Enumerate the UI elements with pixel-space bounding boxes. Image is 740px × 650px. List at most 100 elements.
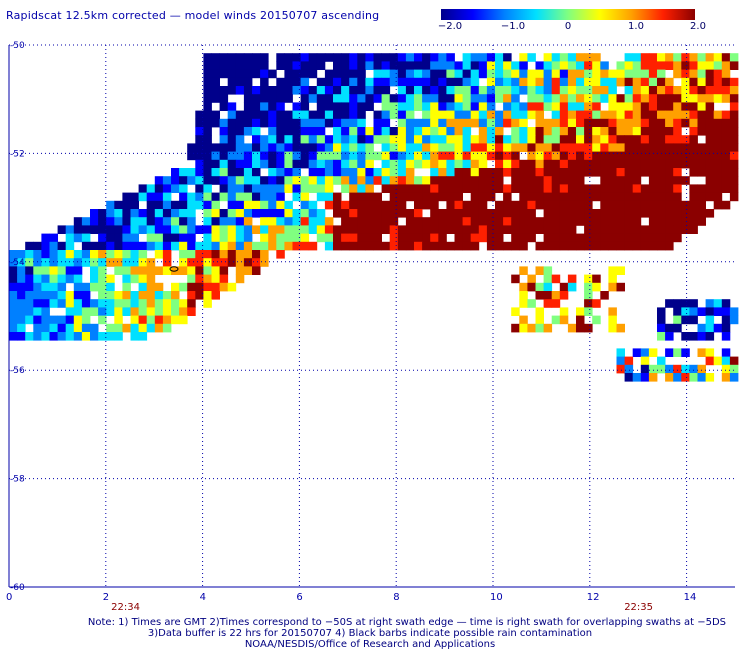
wind-difference-cell [187, 258, 196, 267]
wind-difference-cell [729, 159, 739, 169]
wind-difference-cell [57, 323, 67, 333]
wind-difference-cell [600, 241, 609, 251]
wind-difference-cell [559, 94, 569, 103]
wind-difference-cell [179, 200, 188, 210]
wind-difference-cell [689, 225, 698, 234]
wind-difference-cell [98, 332, 107, 341]
wind-difference-cell [535, 176, 544, 185]
wind-difference-cell [681, 299, 690, 308]
wind-difference-cell [486, 168, 496, 177]
wind-difference-cell [543, 176, 553, 185]
wind-difference-cell [292, 225, 301, 234]
wind-difference-cell [308, 241, 318, 251]
wind-difference-cell [373, 118, 382, 128]
wind-difference-cell [203, 127, 212, 136]
wind-difference-cell [584, 102, 593, 111]
wind-difference-cell [592, 274, 601, 284]
wind-difference-cell [438, 168, 447, 177]
wind-difference-cell [454, 143, 463, 152]
wind-difference-cell [470, 53, 480, 62]
wind-difference-cell [308, 184, 318, 193]
wind-difference-cell [713, 168, 723, 177]
wind-difference-cell [681, 143, 690, 152]
wind-difference-cell [227, 241, 237, 251]
wind-difference-cell [33, 307, 42, 316]
wind-difference-cell [519, 143, 528, 152]
wind-difference-cell [689, 69, 698, 79]
wind-difference-cell [486, 127, 496, 136]
wind-difference-cell [357, 159, 366, 169]
wind-difference-cell [462, 200, 472, 210]
wind-difference-cell [713, 307, 723, 316]
wind-difference-cell [405, 69, 415, 79]
wind-difference-cell [57, 282, 67, 292]
wind-difference-cell [511, 77, 520, 87]
wind-difference-cell [430, 192, 439, 202]
wind-difference-cell [608, 225, 617, 234]
wind-difference-cell [33, 282, 42, 292]
wind-difference-cell [25, 266, 34, 275]
wind-difference-cell [57, 315, 67, 325]
wind-difference-cell [616, 282, 625, 292]
wind-difference-cell [495, 53, 504, 62]
wind-difference-cell [430, 168, 439, 177]
wind-difference-cell [341, 127, 350, 136]
wind-difference-cell [324, 176, 334, 185]
wind-difference-cell [592, 151, 601, 161]
wind-difference-cell [235, 168, 245, 177]
wind-difference-cell [316, 168, 326, 177]
wind-difference-cell [462, 168, 472, 177]
wind-difference-cell [203, 94, 212, 103]
wind-difference-cell [243, 250, 253, 259]
wind-difference-cell [292, 241, 301, 251]
wind-difference-cell [624, 176, 634, 185]
wind-difference-cell [697, 192, 706, 202]
wind-difference-cell [624, 200, 634, 210]
wind-difference-cell [98, 266, 107, 275]
wind-difference-cell [648, 102, 658, 111]
wind-difference-cell [446, 192, 455, 202]
wind-difference-cell [333, 86, 342, 95]
wind-difference-cell [260, 241, 269, 251]
wind-difference-cell [268, 176, 277, 185]
wind-difference-cell [243, 118, 253, 128]
wind-difference-cell [81, 282, 91, 292]
wind-difference-cell [308, 86, 318, 95]
wind-difference-cell [511, 274, 520, 284]
wind-difference-cell [640, 241, 650, 251]
wind-difference-cell [478, 86, 488, 95]
wind-difference-cell [187, 266, 196, 275]
wind-difference-cell [268, 241, 277, 251]
wind-difference-cell [576, 241, 585, 251]
wind-difference-cell [211, 225, 220, 234]
wind-difference-cell [316, 192, 326, 202]
wind-difference-cell [495, 233, 504, 243]
wind-difference-cell [122, 291, 131, 300]
wind-difference-cell [357, 127, 366, 136]
wind-difference-cell [73, 307, 83, 316]
wind-difference-cell [551, 274, 561, 284]
wind-difference-cell [600, 77, 609, 87]
wind-difference-cell [333, 77, 342, 87]
wind-difference-cell [470, 168, 480, 177]
wind-difference-cell [721, 299, 731, 308]
wind-difference-cell [543, 233, 553, 243]
wind-difference-cell [333, 143, 342, 152]
wind-difference-cell [341, 176, 350, 185]
wind-difference-cell [486, 151, 496, 161]
wind-difference-cell [648, 233, 658, 243]
wind-difference-cell [235, 266, 245, 275]
wind-difference-cell [462, 127, 472, 136]
wind-difference-cell [430, 233, 439, 243]
wind-difference-cell [203, 135, 212, 144]
wind-difference-cell [130, 192, 139, 202]
wind-difference-cell [276, 135, 285, 144]
wind-difference-cell [705, 127, 715, 136]
wind-difference-cell [721, 69, 731, 79]
wind-difference-cell [276, 241, 285, 251]
wind-difference-cell [454, 61, 463, 70]
wind-difference-cell [146, 274, 156, 284]
wind-difference-cell [551, 69, 561, 79]
wind-difference-cell [681, 151, 690, 161]
wind-difference-cell [543, 200, 553, 210]
